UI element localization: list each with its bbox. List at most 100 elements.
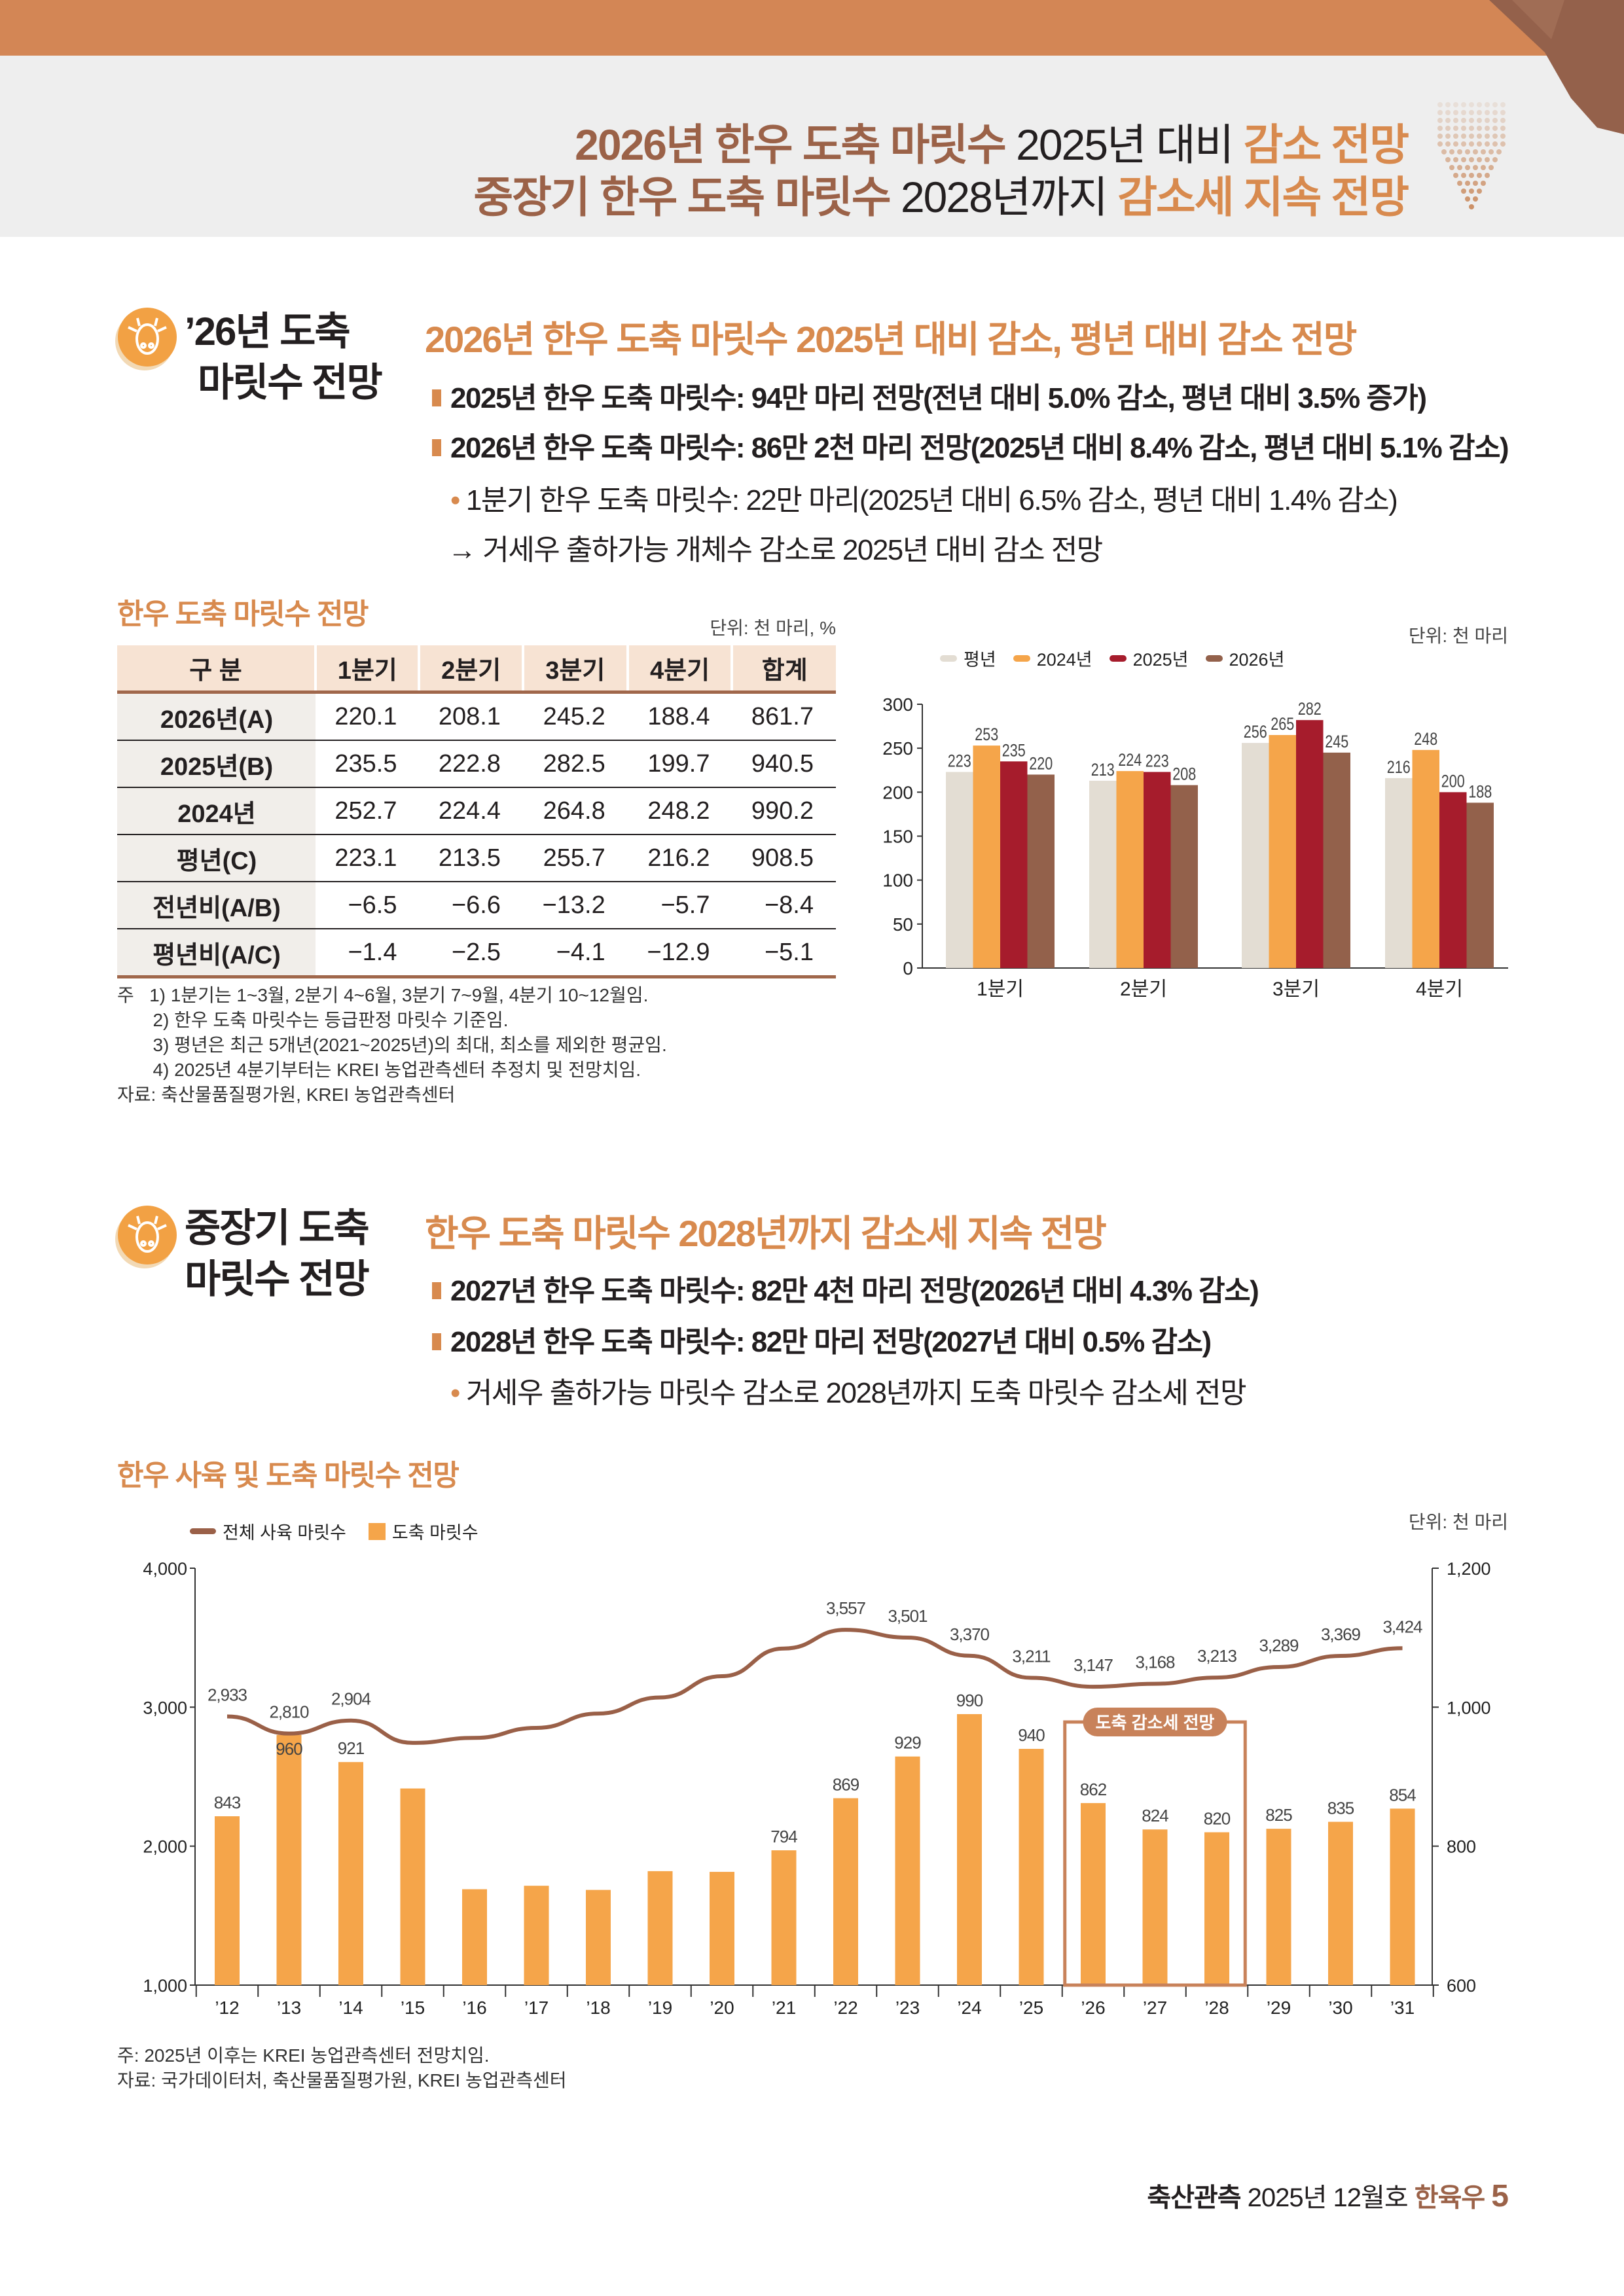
decor-dot	[1485, 157, 1490, 162]
bar-data-label: 825	[1265, 1805, 1292, 1825]
bar-평년	[1242, 743, 1269, 968]
section2-sub-bullet: • 거세우 출하가능 마릿수 감소로 2028년까지 도축 마릿수 감소세 전망	[450, 1377, 1247, 1409]
x-tick-label: ’24	[957, 1998, 981, 2018]
decor-dot	[1437, 102, 1443, 107]
decor-dot	[1485, 134, 1490, 139]
right-y-tick-label: 800	[1447, 1837, 1476, 1857]
x-tick-label: ’21	[772, 1998, 796, 2018]
section1-sub-bullet: • 1분기 한우 도축 마릿수: 22만 마리(2025년 대비 6.5% 감소,…	[450, 484, 1398, 516]
line-data-label: 3,213	[1197, 1646, 1237, 1666]
bar-2025년	[1144, 772, 1171, 968]
decor-dot	[1477, 173, 1482, 178]
row-header: 2025년(B)	[117, 740, 316, 788]
y-tick-label: 250	[882, 738, 913, 759]
chart1-unit: 단위: 천 마리	[1408, 626, 1508, 646]
row-header: 2026년(A)	[117, 692, 316, 741]
table-cell: 235.5	[316, 740, 420, 788]
bar-2025년	[1296, 720, 1324, 968]
x-tick-label: 1분기	[977, 978, 1024, 1000]
legend-item: 2025년	[1109, 645, 1189, 671]
data-label: 248	[1414, 729, 1437, 749]
page-footer: 축산관측 2025년 12월호 한육우 5	[1147, 2179, 1509, 2214]
bar-평년	[1089, 780, 1117, 968]
decor-dot	[1469, 110, 1474, 115]
bar-data-label: 824	[1142, 1806, 1168, 1825]
decor-dot	[1496, 149, 1502, 154]
decor-dot	[1485, 118, 1490, 123]
decor-dot	[1449, 165, 1454, 170]
bar-data-label: 869	[833, 1774, 859, 1794]
slaughter-bar	[215, 1816, 240, 1985]
decor-dot	[1469, 188, 1474, 194]
column-header: 합계	[731, 645, 836, 694]
legend-label: 평년	[964, 650, 996, 670]
x-tick-label: ’19	[648, 1998, 672, 2018]
decor-dot	[1457, 181, 1462, 186]
left-y-tick-label: 3,000	[143, 1698, 187, 1717]
bar-2026년	[1170, 785, 1198, 968]
bar-2026년	[1027, 774, 1055, 968]
decor-dot	[1469, 126, 1474, 131]
right-y-tick-label: 1,200	[1447, 1559, 1491, 1579]
headline-line-1: 2026년 한우 도축 마릿수 2025년 대비 감소 전망	[575, 120, 1409, 169]
bar-2026년	[1323, 752, 1350, 968]
data-label: 200	[1441, 771, 1465, 791]
decor-dot	[1500, 141, 1506, 147]
slaughter-bar	[462, 1889, 487, 1985]
line-data-label: 3,370	[950, 1624, 990, 1644]
line-data-label: 2,810	[269, 1702, 309, 1722]
x-tick-label: ’28	[1204, 1998, 1229, 2018]
table-cell: 908.5	[732, 834, 836, 882]
headline-line-2: 중장기 한우 도축 마릿수 2028년까지 감소세 지속 전망	[473, 173, 1409, 221]
left-y-tick-label: 4,000	[143, 1559, 187, 1579]
table-cell: 222.8	[419, 740, 523, 788]
decor-dot	[1477, 141, 1482, 147]
table-cell: −4.1	[522, 929, 628, 978]
page-number: 5	[1491, 2179, 1509, 2214]
right-y-tick-label: 600	[1447, 1976, 1476, 1996]
decor-dot	[1492, 126, 1498, 131]
decor-dot	[1437, 118, 1443, 123]
decor-dot	[1453, 110, 1458, 115]
section1-heading: 2026년 한우 도축 마릿수 2025년 대비 감소, 평년 대비 감소 전망	[425, 319, 1357, 360]
table-cell: 245.2	[522, 692, 628, 741]
decor-dot	[1477, 126, 1482, 131]
line-data-label: 3,557	[826, 1598, 866, 1618]
legend-swatch	[1109, 655, 1127, 662]
slaughter-bar	[771, 1850, 797, 1985]
legend-swatch	[1013, 655, 1030, 662]
section1-arrow-note: → 거세우 출하가능 개체수 감소로 2025년 대비 감소 전망	[448, 534, 1103, 566]
decor-dot	[1461, 110, 1466, 115]
chart2-notes: 주: 2025년 이후는 KREI 농업관측센터 전망치임. 자료: 국가데이터…	[117, 2045, 567, 2090]
column-header: 2분기	[418, 645, 523, 694]
x-tick-label: ’12	[215, 1998, 239, 2018]
decor-dot	[1485, 126, 1490, 131]
table-cell: −2.5	[419, 929, 523, 978]
slaughter-bar	[895, 1756, 920, 1985]
x-tick-label: ’22	[833, 1998, 857, 2018]
legend-swatch	[940, 655, 957, 662]
decor-dot	[1453, 173, 1458, 178]
table-cell: 216.2	[627, 834, 732, 882]
chart2-title: 한우 사육 및 도축 마릿수 전망	[117, 1460, 460, 1492]
data-label: 253	[975, 725, 998, 744]
chart1-legend: 평년 2024년 2025년 2026년	[940, 645, 1284, 671]
decor-dot	[1441, 149, 1447, 154]
left-y-tick-label: 1,000	[143, 1976, 187, 1996]
decor-dot	[1469, 173, 1474, 178]
table-cell: −6.5	[316, 882, 420, 929]
x-tick-label: ’20	[710, 1998, 734, 2018]
slaughter-bar	[647, 1871, 673, 1985]
section2-bullet: 2027년 한우 도축 마릿수: 82만 4천 마리 전망(2026년 대비 4…	[432, 1267, 1259, 1309]
decor-dot	[1485, 173, 1490, 178]
table-cell: −12.9	[627, 929, 732, 978]
bar-2026년	[1466, 802, 1494, 968]
decor-dot	[1457, 149, 1462, 154]
y-tick-label: 150	[882, 827, 913, 847]
forecast-badge-label: 도축 감소세 전망	[1096, 1713, 1215, 1732]
decor-dot	[1492, 141, 1498, 147]
table-cell: 199.7	[627, 740, 732, 788]
decor-dot	[1477, 188, 1482, 194]
x-tick-label: ’17	[524, 1998, 549, 2018]
slaughter-bar	[586, 1890, 611, 1985]
